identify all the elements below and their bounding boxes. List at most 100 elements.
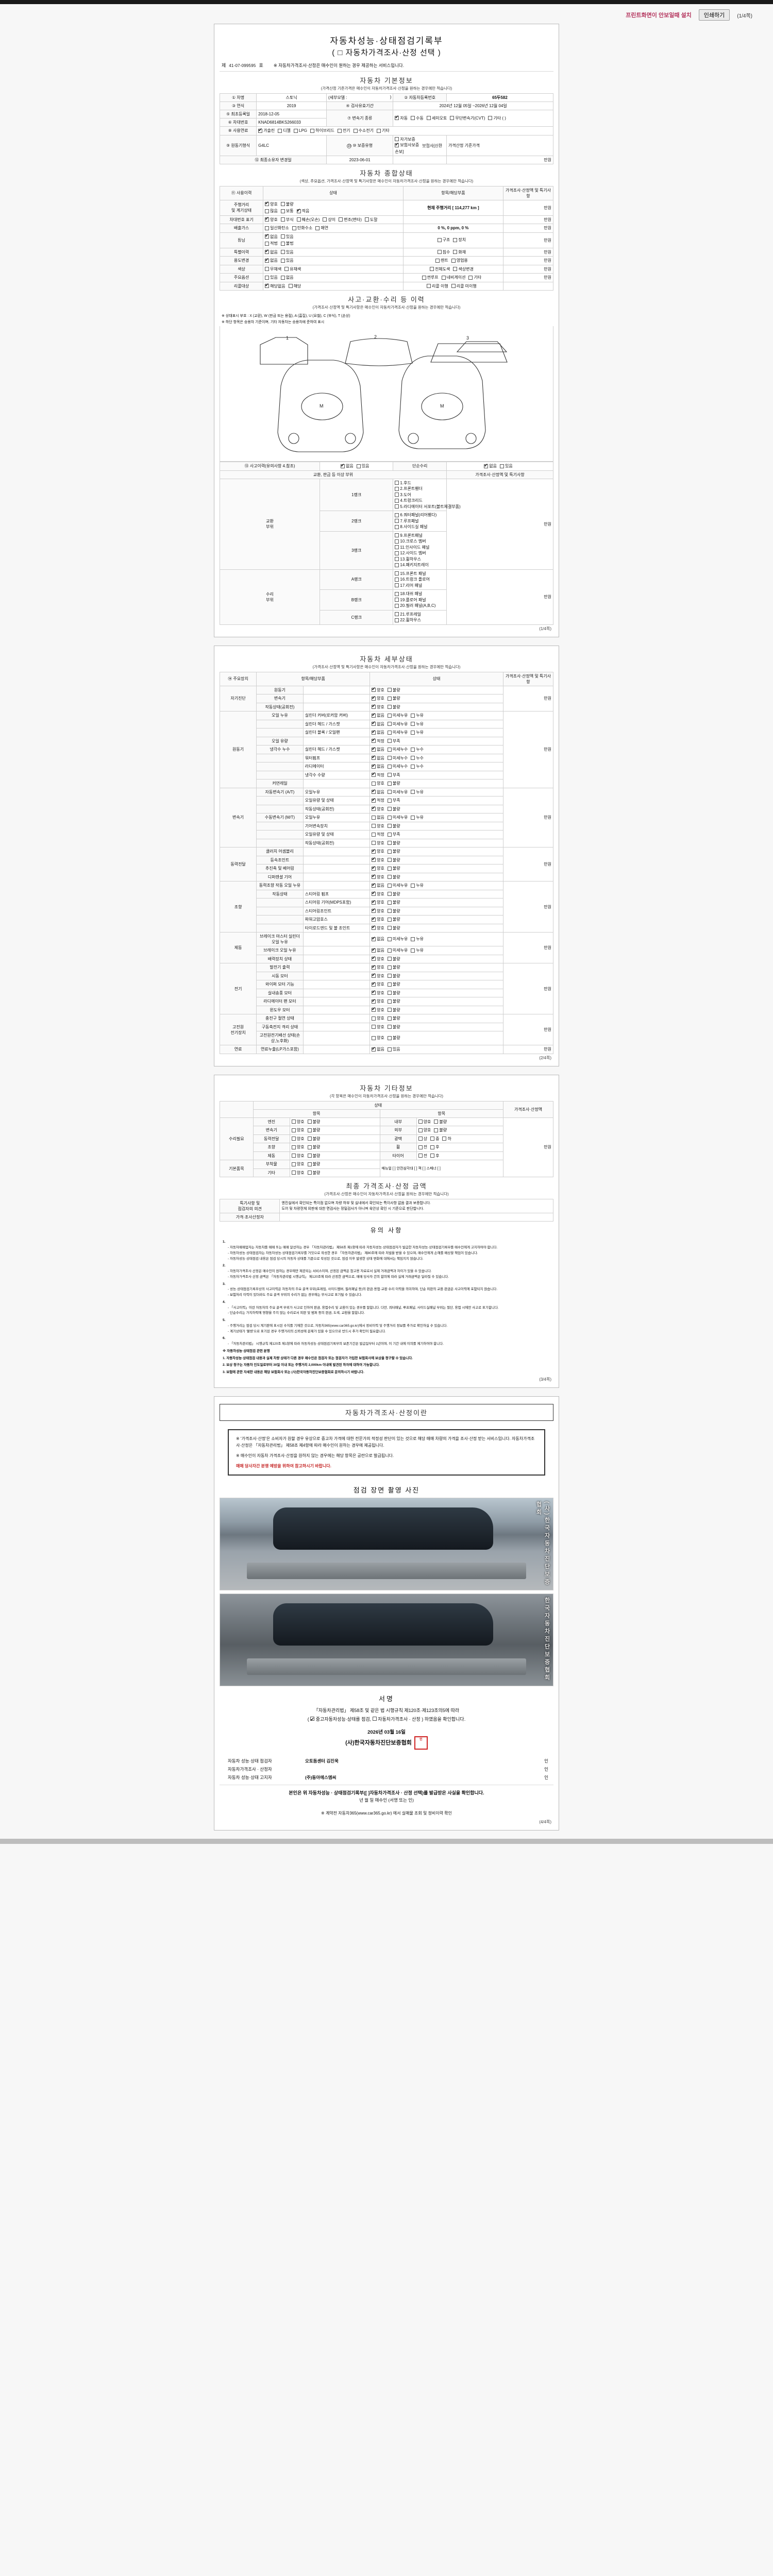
checkbox-option[interactable]: 침수 [437,249,450,255]
checkbox-option[interactable]: 미세누유 [387,947,408,953]
checkbox-option[interactable]: 일산화탄소 [265,225,289,231]
checkbox-option[interactable]: 14.패키지트레이 [395,562,429,568]
checkbox-box[interactable] [387,937,392,941]
checkbox-box[interactable] [387,705,392,709]
checkbox-box[interactable] [372,989,376,995]
checkbox-box[interactable] [372,955,376,961]
checkbox-box[interactable] [387,1047,392,1052]
checkbox-box[interactable] [265,216,270,222]
checkbox-box[interactable] [387,926,392,930]
checkbox-option[interactable]: 없음 [372,936,384,942]
checkbox-option[interactable]: 불량 [434,1127,447,1133]
checkbox-box[interactable] [372,865,376,871]
checkbox-option[interactable]: 없음 [372,712,384,718]
checkbox-option[interactable]: 불법 [280,241,294,246]
checkbox-box[interactable] [307,1162,312,1166]
checkbox-box[interactable] [372,1025,376,1029]
checkbox-option[interactable]: 상이 [323,217,335,223]
checkbox-box[interactable] [341,463,345,468]
checkbox-option[interactable]: 불량 [387,1024,400,1030]
checkbox-option[interactable]: 색상변경 [453,266,474,272]
checkbox-option[interactable]: 양호 [372,1015,384,1021]
checkbox-box[interactable] [372,686,376,692]
checkbox-box[interactable] [451,258,456,263]
checkbox-box[interactable] [291,1162,296,1166]
checkbox-option[interactable]: 양호 [291,1136,305,1142]
checkbox-box[interactable] [280,202,285,206]
checkbox-box[interactable] [395,533,399,537]
checkbox-option[interactable]: 없음 [265,248,278,255]
checkbox-option[interactable]: 전체도색 [429,266,450,272]
checkbox-box[interactable] [280,275,285,280]
checkbox-box[interactable] [411,790,415,794]
checkbox-box[interactable] [372,832,376,837]
checkbox-option[interactable]: 불량 [307,1161,320,1167]
checkbox-option[interactable]: 불량 [307,1144,320,1150]
checkbox-option[interactable]: 썬루프 [422,275,439,280]
checkbox-option[interactable]: 18.대쉬 패널 [395,591,422,597]
checkbox-box[interactable] [488,116,493,121]
checkbox-performance[interactable] [310,1715,315,1724]
checkbox-option[interactable]: 9.프론트패널 [395,533,423,538]
checkbox-option[interactable]: 19.플로어 패널 [395,597,426,603]
checkbox-box[interactable] [291,1137,296,1141]
checkbox-box[interactable] [387,781,392,786]
checkbox-option[interactable]: 불량 [387,925,400,931]
checkbox-option[interactable]: 누유 [411,815,424,820]
checkbox-box[interactable] [372,964,376,970]
checkbox-option[interactable]: 양호 [372,890,384,897]
checkbox-box[interactable] [291,1154,296,1158]
checkbox-option[interactable]: 불량 [307,1153,320,1159]
checkbox-option[interactable]: 1.후드 [395,480,411,486]
checkbox-option[interactable]: 없음 [372,882,384,888]
checkbox-box[interactable] [387,866,392,871]
checkbox-box[interactable] [387,1025,392,1029]
checkbox-option[interactable]: 8.사이드실 패널 [395,524,427,530]
checkbox-option[interactable]: 양호 [372,955,384,962]
checkbox-box[interactable] [372,763,376,769]
checkbox-option[interactable]: 양호 [291,1119,305,1125]
checkbox-option[interactable]: 자가보증 [395,137,415,142]
checkbox-option[interactable]: 없음 [372,763,384,769]
checkbox-box[interactable] [372,848,376,854]
checkbox-option[interactable]: 미세누수 [387,764,408,769]
checkbox-option[interactable]: LPG [293,128,307,133]
checkbox-box[interactable] [387,917,392,922]
checkbox-option[interactable]: 불량 [307,1119,320,1125]
checkbox-box[interactable] [372,695,376,701]
checkbox-option[interactable]: 미세누유 [387,789,408,795]
checkbox-option[interactable]: 없음 [484,463,497,469]
checkbox-option[interactable]: 13.휠하우스 [395,556,421,562]
checkbox-option[interactable]: 탄화수소 [292,225,312,231]
checkbox-option[interactable]: 7.루프패널 [395,518,419,524]
checkbox-box[interactable] [372,924,376,930]
checkbox-box[interactable] [387,815,392,820]
checkbox-box[interactable] [372,815,376,820]
checkbox-box[interactable] [372,729,376,735]
checkbox-box[interactable] [395,603,399,608]
checkbox-option[interactable]: 전 [418,1153,427,1159]
checkbox-option[interactable]: 미세누유 [387,730,408,735]
checkbox-box[interactable] [435,258,440,263]
checkbox-box[interactable] [265,282,270,288]
checkbox-option[interactable]: 누유 [411,947,424,953]
checkbox-option[interactable]: 불량 [307,1170,320,1176]
checkbox-option[interactable]: 2.프론트휀더 [395,486,423,492]
checkbox-option[interactable]: 하 [442,1136,451,1142]
checkbox-option[interactable]: 없음 [265,233,278,240]
checkbox-box[interactable] [395,545,399,549]
checkbox-box[interactable] [387,965,392,970]
checkbox-box[interactable] [284,267,289,271]
checkbox-box[interactable] [356,464,361,468]
checkbox-box[interactable] [395,598,399,602]
checkbox-box[interactable] [387,1036,392,1040]
checkbox-option[interactable]: 있음 [280,258,294,263]
checkbox-box[interactable] [296,217,301,222]
checkbox-box[interactable] [372,936,376,941]
checkbox-option[interactable]: 불량 [387,973,400,979]
checkbox-option[interactable]: 없음 [372,947,384,953]
checkbox-box[interactable] [442,1137,447,1141]
checkbox-box[interactable] [372,882,376,888]
checkbox-option[interactable]: 적정 [372,832,384,837]
checkbox-box[interactable] [372,712,376,718]
